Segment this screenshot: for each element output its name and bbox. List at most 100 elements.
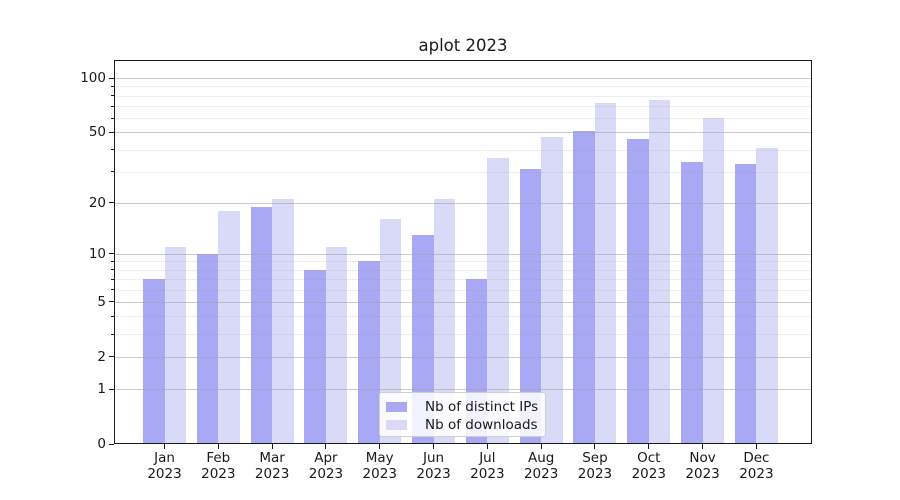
bar-jun-ips <box>412 234 434 444</box>
x-tick-label-mar: Mar 2023 <box>254 450 290 482</box>
bar-jun-downloads <box>433 198 456 444</box>
gridline-minor-80 <box>114 95 812 97</box>
x-tick-dec <box>755 444 757 449</box>
gridline-minor-70 <box>114 106 812 108</box>
y-tick-major-5 <box>109 301 114 303</box>
y-tick-minor-3 <box>111 333 114 335</box>
gridline-minor-90 <box>114 86 812 88</box>
chart-title: aplot 2023 <box>418 36 508 55</box>
x-tick-label-sep: Sep 2023 <box>577 450 613 482</box>
legend-item-distinct-ips: Nb of distinct IPs <box>386 398 539 416</box>
gridline-major-1 <box>114 389 812 391</box>
y-tick-minor-60 <box>111 117 114 119</box>
y-tick-minor-30 <box>111 171 114 173</box>
x-tick-apr <box>325 444 327 449</box>
x-tick-feb <box>217 444 219 449</box>
bar-nov-ips <box>681 162 703 444</box>
legend-label-distinct-ips: Nb of distinct IPs <box>425 399 539 415</box>
y-tick-minor-80 <box>111 95 114 97</box>
gridline-major-100 <box>114 78 812 80</box>
x-tick-label-may: May 2023 <box>362 450 397 482</box>
gridline-minor-3 <box>114 334 812 336</box>
gridline-minor-6 <box>114 289 812 291</box>
x-tick-label-jul: Jul 2023 <box>470 450 505 482</box>
y-tick-label-100: 100 <box>80 70 106 87</box>
y-tick-label-50: 50 <box>88 124 106 141</box>
x-tick-label-oct: Oct 2023 <box>631 450 666 482</box>
bar-feb-ips <box>196 253 219 444</box>
y-tick-minor-4 <box>111 315 114 317</box>
y-tick-minor-9 <box>111 260 114 262</box>
bar-mar-downloads <box>272 198 294 444</box>
x-tick-nov <box>702 444 704 449</box>
y-tick-label-0: 0 <box>97 436 106 452</box>
legend-swatch-distinct-ips <box>386 402 407 412</box>
bar-jul-downloads <box>487 157 509 444</box>
y-tick-label-2: 2 <box>97 348 106 365</box>
x-tick-label-feb: Feb 2023 <box>201 450 236 482</box>
y-tick-major-20 <box>109 202 114 204</box>
y-tick-minor-6 <box>111 289 114 291</box>
y-tick-label-1: 1 <box>97 381 106 398</box>
gridline-minor-9 <box>114 261 812 263</box>
gridline-minor-40 <box>114 149 812 151</box>
y-tick-label-5: 5 <box>97 293 106 310</box>
legend-item-downloads: Nb of downloads <box>386 416 538 434</box>
gridline-major-2 <box>114 356 812 358</box>
bar-sep-ips <box>573 130 595 444</box>
bar-mar-ips <box>250 206 273 444</box>
gridline-minor-30 <box>114 171 812 173</box>
bar-sep-downloads <box>594 102 617 444</box>
bar-jan-downloads <box>164 247 186 444</box>
gridline-minor-4 <box>114 316 812 318</box>
y-tick-major-2 <box>109 356 114 358</box>
gridline-major-5 <box>114 301 812 303</box>
bar-jan-ips <box>143 279 165 444</box>
bar-oct-downloads <box>648 99 671 444</box>
x-tick-jul <box>486 444 488 449</box>
bar-aug-downloads <box>541 137 563 444</box>
x-tick-label-aug: Aug 2023 <box>523 450 559 482</box>
bar-may-ips <box>358 261 380 444</box>
x-tick-label-dec: Dec 2023 <box>739 450 774 482</box>
y-tick-major-1 <box>109 388 114 390</box>
y-tick-label-20: 20 <box>88 194 106 211</box>
plot-area: Nb of distinct IPs Nb of downloads Jan 2… <box>80 60 812 482</box>
x-tick-label-jan: Jan 2023 <box>147 450 182 482</box>
x-tick-label-apr: Apr 2023 <box>308 450 344 482</box>
y-tick-minor-7 <box>111 278 114 280</box>
x-tick-mar <box>271 444 273 449</box>
bar-nov-downloads <box>702 118 725 444</box>
y-tick-minor-90 <box>111 85 114 87</box>
gridline-minor-60 <box>114 118 812 120</box>
x-tick-oct <box>648 444 650 449</box>
y-tick-major-0 <box>109 443 114 445</box>
y-tick-major-50 <box>109 131 114 133</box>
bar-aug-ips <box>519 169 542 444</box>
x-tick-aug <box>540 444 542 449</box>
bar-may-downloads <box>379 219 402 444</box>
gridline-major-20 <box>114 202 812 204</box>
y-tick-minor-8 <box>111 269 114 271</box>
gridline-minor-8 <box>114 269 812 271</box>
y-tick-major-10 <box>109 253 114 255</box>
gridline-minor-7 <box>114 279 812 281</box>
y-tick-label-10: 10 <box>88 245 106 262</box>
y-tick-major-100 <box>109 77 114 79</box>
legend-swatch-downloads <box>386 420 407 430</box>
y-tick-minor-70 <box>111 105 114 107</box>
bar-feb-downloads <box>218 210 240 444</box>
x-tick-label-jun: Jun 2023 <box>416 450 451 482</box>
gridline-major-10 <box>114 253 812 255</box>
y-tick-minor-40 <box>111 149 114 151</box>
x-tick-jun <box>433 444 435 449</box>
x-tick-may <box>379 444 381 449</box>
legend: Nb of distinct IPs Nb of downloads <box>379 392 546 437</box>
bar-dec-ips <box>734 164 757 444</box>
bar-oct-ips <box>627 138 649 444</box>
bar-apr-ips <box>304 269 326 444</box>
x-tick-sep <box>594 444 596 449</box>
bar-apr-downloads <box>325 247 348 444</box>
legend-label-downloads: Nb of downloads <box>425 417 538 433</box>
